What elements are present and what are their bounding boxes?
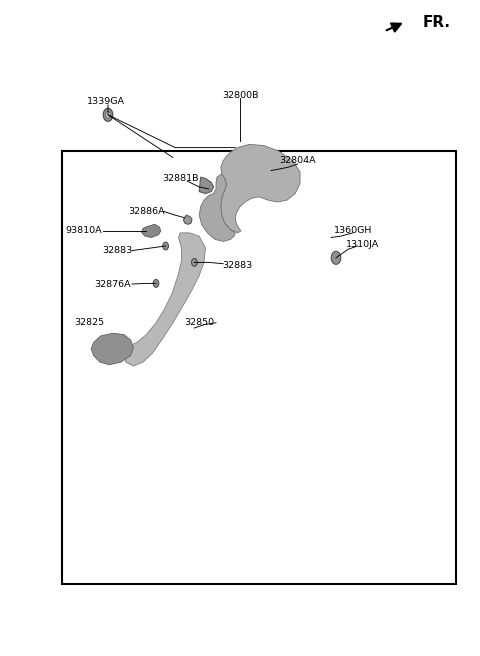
Polygon shape xyxy=(91,333,133,365)
Polygon shape xyxy=(221,144,300,233)
Text: 1360GH: 1360GH xyxy=(334,226,372,236)
Polygon shape xyxy=(142,224,161,237)
Circle shape xyxy=(192,258,197,266)
Text: 32883: 32883 xyxy=(222,261,253,270)
Circle shape xyxy=(105,110,111,119)
Bar xyxy=(62,151,456,584)
Circle shape xyxy=(331,251,341,264)
Text: 93810A: 93810A xyxy=(66,226,102,236)
Circle shape xyxy=(163,242,168,250)
Circle shape xyxy=(153,279,159,287)
Text: 32886A: 32886A xyxy=(128,207,165,216)
Text: 1310JA: 1310JA xyxy=(346,239,379,249)
Text: 32876A: 32876A xyxy=(95,279,131,289)
Text: 32800B: 32800B xyxy=(222,91,258,100)
Polygon shape xyxy=(199,174,235,241)
Polygon shape xyxy=(183,215,192,224)
Circle shape xyxy=(106,112,110,118)
Circle shape xyxy=(103,108,113,121)
Text: 1339GA: 1339GA xyxy=(86,97,125,106)
Text: 32883: 32883 xyxy=(102,246,133,255)
Text: 32804A: 32804A xyxy=(279,156,316,165)
Text: 32881B: 32881B xyxy=(162,174,198,183)
Text: 32850: 32850 xyxy=(184,318,214,327)
Circle shape xyxy=(333,254,339,262)
Polygon shape xyxy=(124,233,205,366)
Polygon shape xyxy=(199,177,214,194)
Text: 32825: 32825 xyxy=(74,318,104,327)
Text: FR.: FR. xyxy=(422,16,450,30)
